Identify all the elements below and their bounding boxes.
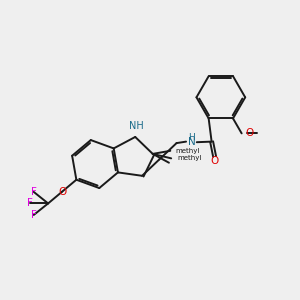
Text: NH: NH [129, 121, 144, 131]
Text: F: F [31, 187, 37, 197]
Text: H: H [188, 133, 195, 142]
Text: F: F [27, 198, 33, 208]
Text: O: O [245, 128, 254, 138]
Text: N: N [188, 137, 195, 147]
Text: O: O [58, 187, 66, 196]
Text: O: O [211, 156, 219, 166]
Text: methyl: methyl [178, 155, 202, 161]
Text: methyl: methyl [176, 148, 200, 154]
Text: F: F [31, 210, 37, 220]
